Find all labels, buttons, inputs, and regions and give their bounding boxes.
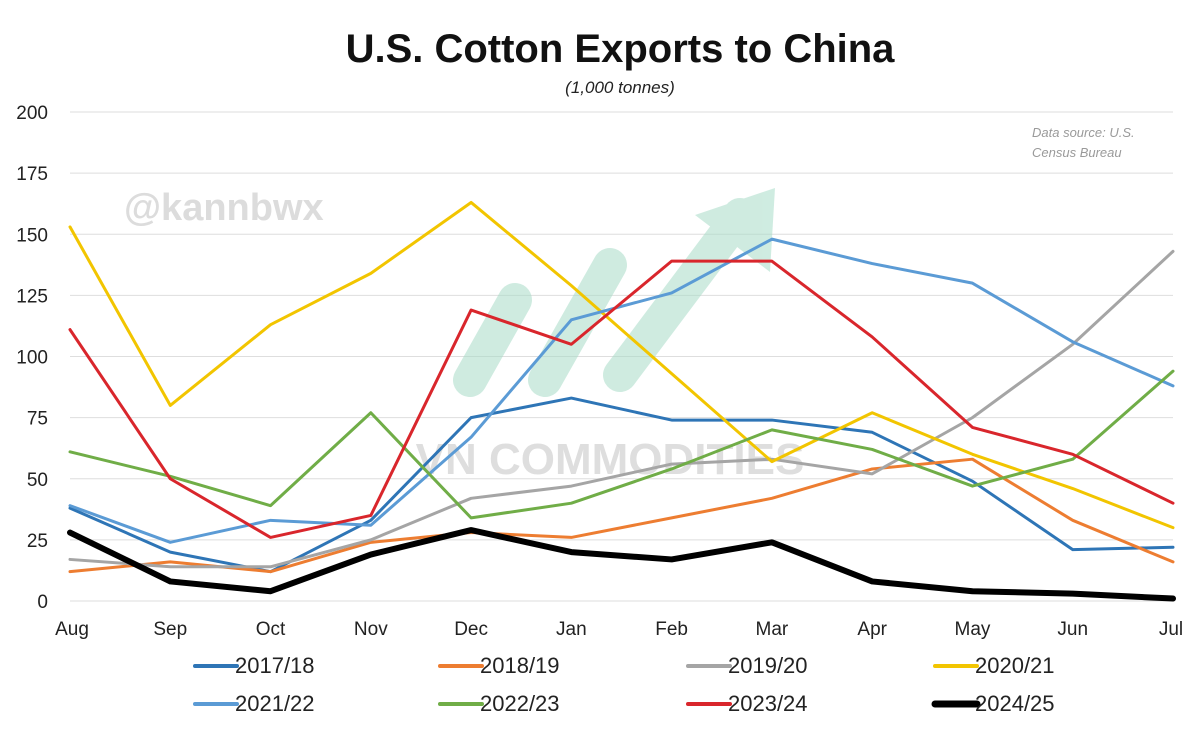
series-line [68,457,1175,574]
series-line [68,396,1175,574]
legend-label: 2018/19 [480,653,560,678]
series-2019-20 [68,249,1175,569]
source-note-line-2: Census Bureau [1032,145,1122,160]
legend-item: 2021/22 [193,691,315,716]
series-line [67,527,1176,602]
y-tick-label: 0 [37,592,48,613]
x-axis-ticks: Aug Sep Oct Nov Dec Jan Feb Mar Apr May Jun Jul [55,619,1183,640]
x-tick-label: Oct [256,619,286,640]
y-axis-ticks: 0 25 50 75 100 125 150 175 200 [16,103,48,613]
y-tick-label: 200 [16,103,48,124]
x-tick-label: Jan [556,619,587,640]
legend-label: 2024/25 [975,691,1055,716]
legend-label: 2022/23 [480,691,560,716]
legend-label: 2023/24 [728,691,808,716]
watermark-handle: @kannbwx [124,187,324,229]
series-lines [67,200,1176,602]
y-tick-label: 50 [27,470,48,491]
y-tick-label: 100 [16,348,48,369]
series-2021-22 [68,237,1175,544]
legend-label: 2020/21 [975,653,1055,678]
series-2024-25 [67,527,1176,602]
series-line [68,237,1175,544]
series-line [68,259,1175,539]
series-line [68,200,1175,530]
series-line [68,369,1175,520]
x-tick-label: Apr [857,619,887,640]
legend-item: 2022/23 [438,691,560,716]
series-2018-19 [68,457,1175,574]
y-tick-label: 25 [27,531,48,552]
watermark-logo [453,188,775,397]
series-2022-23 [68,369,1175,520]
x-tick-label: May [955,619,991,640]
y-tick-label: 125 [16,286,48,307]
y-tick-label: 75 [27,409,48,430]
legend: 2017/18 2018/19 2019/20 2020/21 2021/22 2022/… [193,653,1055,716]
series-2020-21 [68,200,1175,530]
x-tick-label: Jul [1159,619,1183,640]
x-tick-label: Mar [756,619,789,640]
legend-item: 2018/19 [438,653,560,678]
series-line [68,249,1175,569]
y-tick-label: 175 [16,164,48,185]
x-tick-label: Sep [153,619,187,640]
series-2017-18 [68,396,1175,574]
x-tick-label: Jun [1057,619,1088,640]
chart-title: U.S. Cotton Exports to China [346,27,896,71]
legend-item: 2024/25 [931,691,1055,716]
legend-item: 2017/18 [193,653,315,678]
x-tick-label: Nov [354,619,388,640]
series-2023-24 [68,259,1175,539]
legend-label: 2019/20 [728,653,808,678]
legend-label: 2017/18 [235,653,315,678]
chart-subtitle: (1,000 tonnes) [565,78,675,97]
legend-item: 2023/24 [686,691,808,716]
x-tick-label: Dec [454,619,488,640]
y-tick-label: 150 [16,225,48,246]
x-tick-label: Feb [655,619,688,640]
source-note-line-1: Data source: U.S. [1032,125,1135,140]
legend-item: 2019/20 [686,653,808,678]
legend-item: 2020/21 [933,653,1055,678]
legend-label: 2021/22 [235,691,315,716]
x-tick-label: Aug [55,619,89,640]
